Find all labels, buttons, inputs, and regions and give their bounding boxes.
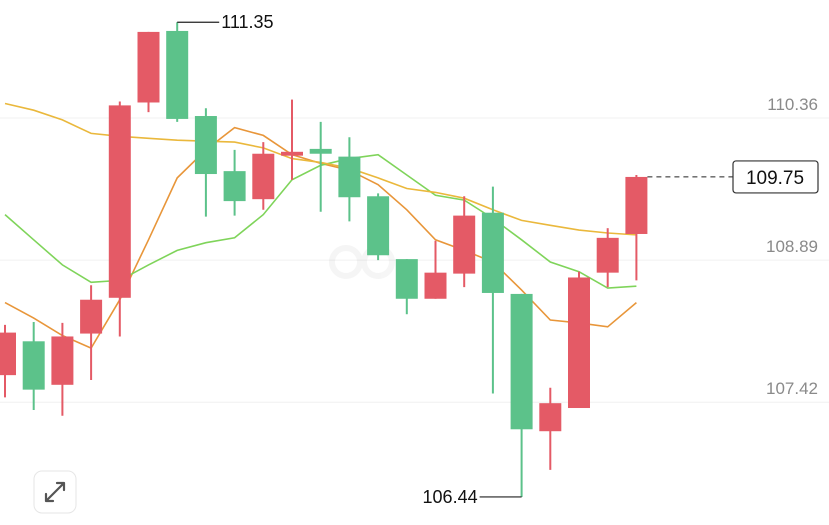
candle-body xyxy=(395,259,418,299)
candle-body xyxy=(309,148,332,154)
candle-body xyxy=(453,215,476,274)
min-label: 106.44 xyxy=(423,487,478,507)
candle-body xyxy=(568,277,590,409)
candle-body xyxy=(108,105,131,298)
candle-body xyxy=(367,196,390,256)
candle-body xyxy=(137,31,160,103)
candle-body xyxy=(596,237,619,273)
max-label: 111.35 xyxy=(221,12,273,32)
candle-body xyxy=(338,156,361,198)
expand-button[interactable] xyxy=(33,470,77,514)
candle-body xyxy=(194,116,217,175)
y-tick-label: 108.89 xyxy=(766,237,818,256)
candle-body xyxy=(481,212,504,293)
last-price-box xyxy=(732,160,819,194)
candle-body xyxy=(51,336,74,385)
candle-body xyxy=(166,30,189,119)
candle-body xyxy=(510,293,533,430)
candle-body xyxy=(625,176,648,234)
y-tick-label: 110.36 xyxy=(767,95,818,114)
candles xyxy=(0,22,648,497)
candle-body xyxy=(281,151,303,156)
candle-body xyxy=(424,272,447,299)
last-price-label: 109.75 xyxy=(746,168,804,189)
candle-body xyxy=(539,403,562,432)
candle-body xyxy=(252,153,275,200)
y-tick-label: 107.42 xyxy=(766,379,818,398)
candle-body xyxy=(80,299,103,334)
candle-body xyxy=(22,341,45,390)
candle-body xyxy=(223,171,246,202)
candle-body xyxy=(0,332,16,376)
annotations: 111.35 106.44 109.75 xyxy=(177,12,819,507)
